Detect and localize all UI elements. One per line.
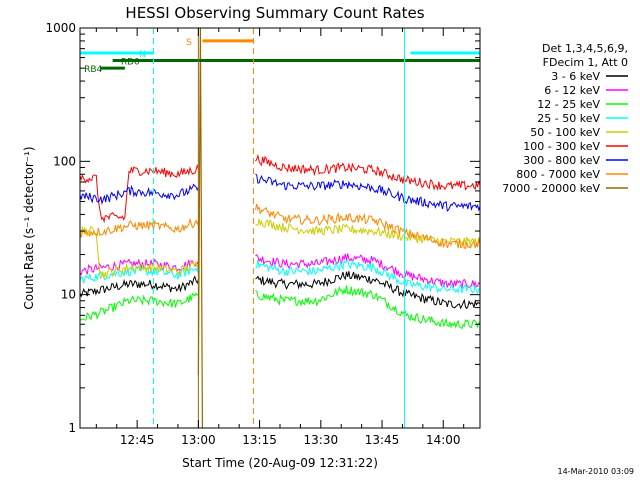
chart-title: HESSI Observing Summary Count Rates xyxy=(125,4,424,22)
legend-header-line-2: FDecim 1, Att 0 xyxy=(543,56,628,69)
series-segment xyxy=(79,225,199,279)
legend-entry-label: 25 - 50 keV xyxy=(537,112,600,125)
flag-label-s: S xyxy=(186,38,192,48)
x-tick-label: 14:00 xyxy=(426,433,461,447)
x-tick-label: 13:15 xyxy=(242,433,277,447)
series-segment xyxy=(255,259,481,295)
legend-entry-label: 3 - 6 keV xyxy=(551,70,600,83)
x-tick-label: 13:00 xyxy=(181,433,216,447)
vertical-markers xyxy=(79,28,481,428)
series-segment xyxy=(79,292,199,321)
plot-frame xyxy=(79,27,481,429)
series-segment xyxy=(255,153,481,192)
legend-entry-label: 6 - 12 keV xyxy=(544,84,600,97)
flag-label-rb4: RB4 xyxy=(84,65,102,75)
series-7000-to-20000keV-kev xyxy=(197,27,203,429)
x-tick-label: 12:45 xyxy=(120,433,155,447)
legend-entry-label: 50 - 100 keV xyxy=(530,126,600,139)
y-tick-label: 10 xyxy=(61,288,76,302)
y-axis-label: Count Rate (s⁻¹ detector⁻¹) xyxy=(22,146,36,309)
series-segment xyxy=(255,285,481,330)
series-segment xyxy=(255,218,481,248)
legend-entry-label: 7000 - 20000 keV xyxy=(502,182,600,195)
y-tick-label: 1 xyxy=(68,421,76,435)
x-axis-label: Start Time (20-Aug-09 12:31:22) xyxy=(182,456,378,470)
series-300-to-800keV-kev xyxy=(79,173,481,212)
series-segment xyxy=(79,163,199,224)
series-segment xyxy=(255,203,481,250)
y-tick-label: 100 xyxy=(53,154,76,168)
legend-entry-label: 300 - 800 keV xyxy=(523,154,600,167)
series-3-to-6keV-kev xyxy=(79,271,481,310)
legend-header-line-1: Det 1,3,4,5,6,9, xyxy=(542,42,628,55)
series-segment xyxy=(79,258,199,276)
legend-entry-label: 800 - 7000 keV xyxy=(516,168,600,181)
series-12-to-25keV-kev xyxy=(79,285,481,330)
footer-date: 14-Mar-2010 03:09 xyxy=(558,467,635,476)
series-6-to-12keV-kev xyxy=(79,253,481,289)
series-segment xyxy=(197,27,203,429)
x-tick-label: 13:45 xyxy=(365,433,400,447)
series-segment xyxy=(79,183,199,206)
x-axis: 12:45 13:00 13:15 13:30 13:45 14:00 xyxy=(95,28,465,447)
series-segment xyxy=(79,217,199,238)
legend-entry-label: 100 - 300 keV xyxy=(523,140,600,153)
series-segment xyxy=(255,173,481,212)
series-segment xyxy=(79,275,199,298)
legend-entry-label: 12 - 25 keV xyxy=(537,98,600,111)
legend: Det 1,3,4,5,6,9, FDecim 1, Att 0 3 - 6 k… xyxy=(502,42,628,195)
data-traces xyxy=(79,27,481,429)
x-tick-label: 13:30 xyxy=(304,433,339,447)
series-800-to-7000keV-kev xyxy=(79,203,481,250)
flag-label-rd0: RD0 xyxy=(121,58,140,68)
series-100-to-300keV-kev xyxy=(79,153,481,224)
series-segment xyxy=(255,271,481,310)
series-50-to-100keV-kev xyxy=(79,218,481,279)
series-segment xyxy=(255,253,481,289)
flag-annotations: N S RD0 RB4 xyxy=(80,38,480,75)
flag-label-n: N xyxy=(139,50,146,60)
y-tick-label: 1000 xyxy=(45,21,76,35)
y-axis: 1 10 100 1000 xyxy=(45,21,480,435)
